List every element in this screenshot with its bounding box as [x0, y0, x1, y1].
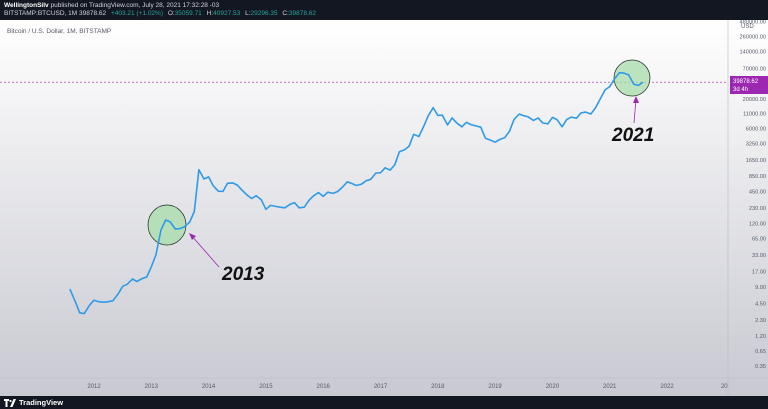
y-tick-label: 17.00 [752, 269, 766, 275]
price-text: 39878.62 [79, 10, 107, 17]
y-tick-label: 70000.00 [743, 66, 766, 72]
x-tick-label: 2021 [603, 384, 617, 390]
chart-title: Bitcoin / U.S. Dollar, 1M, BITSTAMP [7, 28, 111, 35]
x-tick-label: 2013 [145, 384, 159, 390]
close-value: 39878.62 [288, 10, 317, 17]
y-tick-label: 65.00 [752, 237, 766, 243]
high-value: 40927.53 [213, 10, 241, 17]
plot-background [0, 20, 768, 396]
chart-header: WellingtonSilv published on TradingView.… [0, 0, 768, 20]
y-axis: 480000.00 260000.00 140000.00 70000.00 20000… [740, 20, 766, 370]
open-value: 35059.71 [174, 10, 202, 17]
publish-line: WellingtonSilv published on TradingView.… [4, 2, 219, 11]
x-tick-label: 20 [721, 384, 728, 390]
y-tick-label: 120.00 [749, 222, 766, 228]
arrow-2013-head [189, 233, 196, 240]
arrow-2013-shaft [190, 234, 220, 268]
open-label: O: [167, 10, 175, 17]
y-tick-label: 850.00 [749, 174, 766, 180]
symbol-text[interactable]: BITSTAMP:BTCUSD, 1M [4, 10, 78, 17]
currency-label: USD [741, 24, 754, 30]
x-axis: 2012 2013 2014 2015 2016 2017 2018 2019 2020 2021… [87, 384, 728, 390]
y-tick-label: 1650.00 [746, 158, 766, 164]
y-tick-label: 11000.00 [743, 112, 766, 118]
brand-name: TradingView [19, 398, 64, 407]
x-tick-label: 2022 [660, 384, 674, 390]
low-value: 29296.35 [250, 10, 278, 17]
last-price-label: 39878.62 [733, 79, 759, 85]
y-tick-label: 480000.00 [740, 20, 766, 26]
countdown-label: 3d 4h [733, 87, 748, 93]
series-line-btcusd [69, 71, 644, 315]
annotation-2021: 2021 [611, 125, 654, 146]
x-tick-label: 2016 [317, 384, 331, 390]
arrow-2021-head [633, 96, 639, 103]
x-tick-label: 2015 [259, 384, 273, 390]
ohlc-line: BITSTAMP:BTCUSD, 1M 39878.62 +403.21 (+1… [4, 10, 316, 19]
y-tick-label: 0.65 [755, 349, 766, 355]
y-tick-label: 450.00 [749, 189, 766, 195]
tradingview-logo-icon [4, 398, 16, 407]
x-tick-label: 2020 [546, 384, 560, 390]
x-tick-label: 2012 [87, 384, 101, 390]
footer-bar: TradingView [0, 396, 768, 409]
y-tick-label: 260000.00 [740, 34, 766, 40]
y-tick-label: 2.30 [755, 318, 766, 324]
y-tick-label: 140000.00 [740, 50, 766, 56]
y-tick-label: 0.35 [755, 364, 766, 370]
y-tick-label: 1.20 [755, 334, 766, 340]
tradingview-logo[interactable]: TradingView [4, 398, 63, 407]
y-tick-label: 3250.00 [746, 141, 766, 147]
high-label: H: [206, 10, 214, 17]
last-price-badge [730, 76, 768, 94]
published-text: published on TradingView.com, July 28, 2… [50, 2, 220, 9]
x-tick-label: 2018 [431, 384, 445, 390]
author-name[interactable]: WellingtonSilv [4, 2, 49, 9]
chart-area[interactable]: Bitcoin / U.S. Dollar, 1M, BITSTAMP USD … [0, 20, 768, 396]
price-chart[interactable]: Bitcoin / U.S. Dollar, 1M, BITSTAMP USD … [0, 20, 768, 396]
change-text: +403.21 (+1.02%) [110, 10, 163, 17]
x-tick-label: 2017 [374, 384, 388, 390]
low-label: L: [245, 10, 251, 17]
close-label: C: [282, 10, 289, 17]
highlight-circle-2013 [147, 204, 187, 246]
annotation-2013: 2013 [221, 264, 265, 285]
x-tick-label: 2014 [202, 384, 216, 390]
y-tick-label: 33.00 [752, 253, 766, 259]
y-tick-label: 230.00 [749, 206, 766, 212]
y-tick-label: 9.00 [755, 285, 766, 291]
x-tick-label: 2019 [488, 384, 502, 390]
y-tick-label: 4.50 [755, 302, 766, 308]
highlight-circle-2021 [613, 59, 651, 97]
y-tick-label: 20000.00 [743, 97, 766, 103]
y-tick-label: 6000.00 [746, 126, 766, 132]
